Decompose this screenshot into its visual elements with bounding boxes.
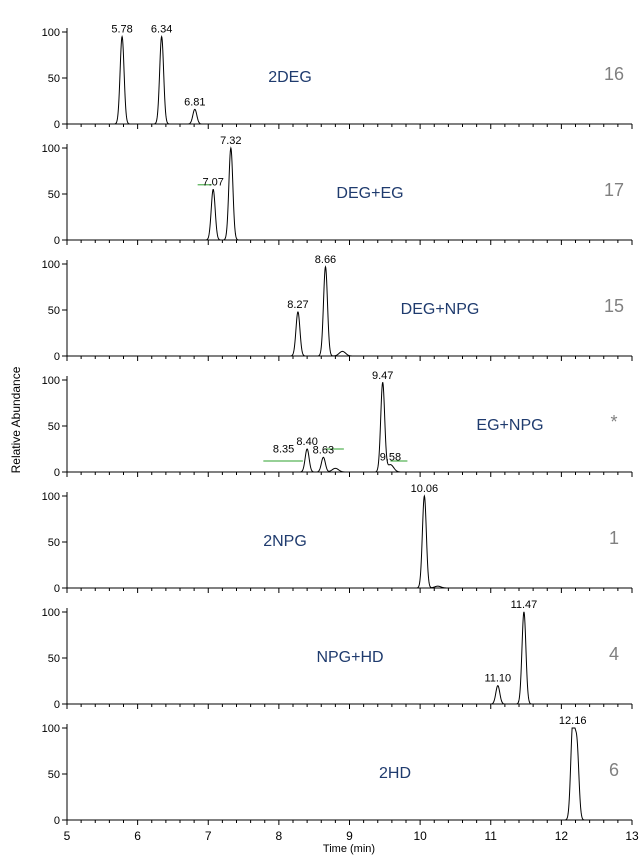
peak-label: 8.63 xyxy=(313,444,334,456)
x-tick-label: 7 xyxy=(205,829,212,843)
y-tick-label: 50 xyxy=(48,305,60,317)
panel-4: 0 50 100 8.408.63 9.47 9.58 8.35 EG+NPG * xyxy=(42,370,633,479)
chromatogram-trace xyxy=(67,265,632,357)
y-axis-label: Relative Abundance xyxy=(9,366,23,473)
sample-number: 17 xyxy=(604,180,624,200)
y-tick-label: 100 xyxy=(42,375,60,387)
sample-number: 6 xyxy=(609,760,619,780)
y-tick-label: 0 xyxy=(54,351,60,363)
sample-number: 16 xyxy=(604,64,624,84)
chromatogram-trace xyxy=(67,727,632,821)
panel-5: 0 50 100 10.06 2NPG 1 xyxy=(42,483,633,595)
y-tick-label: 50 xyxy=(48,769,60,781)
y-tick-label: 50 xyxy=(48,653,60,665)
peak-label: 11.47 xyxy=(511,599,538,611)
peak-label: 5.78 xyxy=(111,24,132,36)
x-tick-label: 10 xyxy=(413,829,427,843)
peak-label: 9.58 xyxy=(380,452,401,464)
x-tick-label: 6 xyxy=(134,829,141,843)
panel-2: 0 50 100 7.07 7.32 DEG+EG 17 xyxy=(42,135,633,247)
chromatogram-trace xyxy=(67,494,632,589)
sample-number: 1 xyxy=(609,528,619,548)
y-tick-label: 0 xyxy=(54,583,60,595)
peak-label: 6.81 xyxy=(184,96,205,108)
panel-6: 0 50 100 11.10 11.47 NPG+HD 4 xyxy=(42,599,633,711)
peak-label: 6.34 xyxy=(151,24,172,36)
panel-3: 0 50 100 8.27 8.66 DEG+NPG 15 xyxy=(42,254,633,363)
peak-label: 8.35 xyxy=(273,443,294,455)
compound-label: 2HD xyxy=(379,765,411,782)
peak-label: 12.16 xyxy=(559,715,587,727)
compound-label: NPG+HD xyxy=(316,649,383,666)
y-tick-label: 50 xyxy=(48,189,60,201)
panel-1: 0 50 100 5.78 6.34 6.81 2DEG 16 xyxy=(42,24,633,131)
compound-label: DEG+EG xyxy=(336,185,403,202)
y-tick-label: 100 xyxy=(42,259,60,271)
x-tick-label: 5 xyxy=(64,829,71,843)
sample-number: 15 xyxy=(604,296,624,316)
peak-label: 8.40 xyxy=(296,436,317,448)
peak-label: 8.27 xyxy=(287,299,308,311)
peak-label: 7.32 xyxy=(220,135,241,147)
peak-label: 9.47 xyxy=(372,370,393,382)
y-tick-label: 50 xyxy=(48,421,60,433)
y-tick-label: 0 xyxy=(54,699,60,711)
x-tick-label: 11 xyxy=(485,829,498,843)
peak-label: 10.06 xyxy=(411,483,439,495)
compound-label: DEG+NPG xyxy=(401,301,480,318)
x-tick-label: 8 xyxy=(276,829,283,843)
chromatogram-trace xyxy=(67,381,632,473)
y-tick-label: 50 xyxy=(48,537,60,549)
y-tick-label: 100 xyxy=(42,723,60,735)
compound-label: 2DEG xyxy=(268,69,312,86)
x-tick-label: 13 xyxy=(625,829,639,843)
y-tick-label: 0 xyxy=(54,815,60,827)
compound-label: 2NPG xyxy=(263,533,307,550)
y-tick-label: 0 xyxy=(54,235,60,247)
y-tick-label: 100 xyxy=(42,491,60,503)
peak-label: 7.07 xyxy=(202,176,223,188)
y-tick-label: 100 xyxy=(42,27,60,39)
compound-label: EG+NPG xyxy=(476,417,543,434)
y-tick-label: 0 xyxy=(54,119,60,131)
sample-number: * xyxy=(610,412,617,432)
sample-number: 4 xyxy=(609,644,619,664)
y-tick-label: 100 xyxy=(42,607,60,619)
y-tick-label: 100 xyxy=(42,143,60,155)
y-tick-label: 0 xyxy=(54,467,60,479)
chromatogram-trace xyxy=(67,34,632,125)
x-tick-label: 12 xyxy=(555,829,569,843)
x-tick-label: 9 xyxy=(346,829,353,843)
chromatogram-trace xyxy=(67,611,632,705)
x-axis-label: Time (min) xyxy=(323,843,375,855)
chromatogram-trace xyxy=(67,146,632,241)
y-tick-label: 50 xyxy=(48,73,60,85)
peak-label: 8.66 xyxy=(315,254,336,266)
peak-label: 11.10 xyxy=(484,673,511,685)
panel-7: 0 50 100 12.16 2HD 6 xyxy=(42,715,633,827)
